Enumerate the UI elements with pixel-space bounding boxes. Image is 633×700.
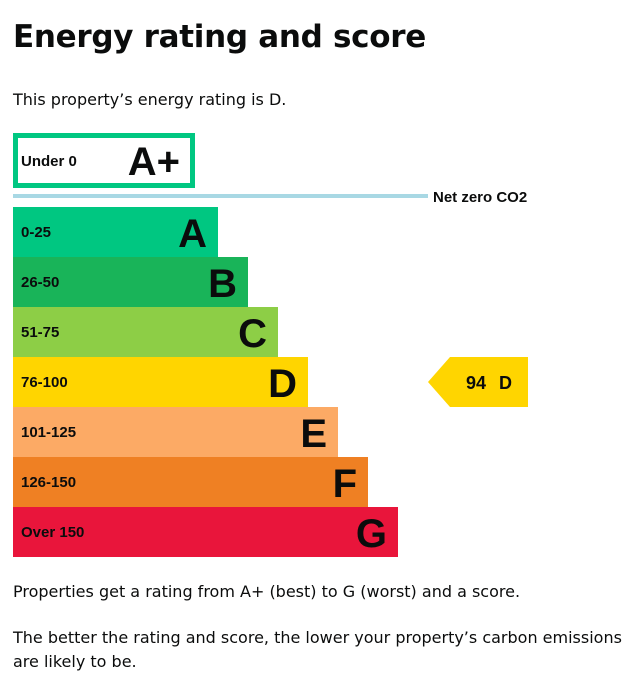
band-bar [13, 307, 278, 357]
band-bar [13, 507, 398, 557]
band-bar [13, 407, 338, 457]
band-b: 26-50 B [13, 257, 248, 307]
band-letter: C [238, 312, 267, 356]
rating-explanation: Properties get a rating from A+ (best) t… [13, 582, 521, 601]
band-a-plus: Under 0 A+ [13, 133, 195, 188]
energy-rating-chart: Under 0 A+0-25 A26-50 B51-75 C76-100 D101-125… [13, 133, 528, 557]
band-range-label: 0-25 [21, 224, 51, 241]
band-a: 0-25 A [13, 207, 218, 257]
current-rating-indicator: 94 D [428, 357, 528, 407]
rating-bands: Under 0 A+0-25 A26-50 B51-75 C76-100 D101-125… [13, 133, 398, 557]
current-rating-arrow [428, 357, 528, 407]
rating-summary: This property’s energy rating is D. [13, 90, 287, 109]
band-range-label: 26-50 [21, 274, 59, 291]
band-range-label: 101-125 [21, 424, 76, 441]
band-bar [13, 207, 218, 257]
band-d: 76-100 D [13, 357, 308, 407]
band-e: 101-125 E [13, 407, 338, 457]
band-f: 126-150 F [13, 457, 368, 507]
band-letter: B [208, 262, 237, 306]
band-bar [13, 257, 248, 307]
band-letter: E [300, 412, 327, 456]
band-range-label: 76-100 [21, 374, 68, 391]
rating-emissions-note: The better the rating and score, the low… [13, 628, 622, 671]
band-letter: D [268, 362, 297, 406]
band-bar [13, 357, 308, 407]
band-letter: A+ [128, 140, 180, 184]
current-band: D [499, 373, 512, 393]
band-range-label: 126-150 [21, 474, 76, 491]
band-letter: A [178, 212, 207, 256]
page-title: Energy rating and score [13, 19, 426, 55]
net-zero-label: Net zero CO2 [433, 189, 527, 206]
band-g: Over 150 G [13, 507, 398, 557]
band-c: 51-75 C [13, 307, 278, 357]
band-range-label: Over 150 [21, 524, 84, 541]
band-letter: G [356, 512, 387, 556]
band-letter: F [333, 462, 357, 506]
band-bar [13, 457, 368, 507]
band-bar [13, 133, 195, 188]
band-range-label: 51-75 [21, 324, 59, 341]
current-score: 94 [466, 373, 486, 393]
band-range-label: Under 0 [21, 153, 77, 170]
